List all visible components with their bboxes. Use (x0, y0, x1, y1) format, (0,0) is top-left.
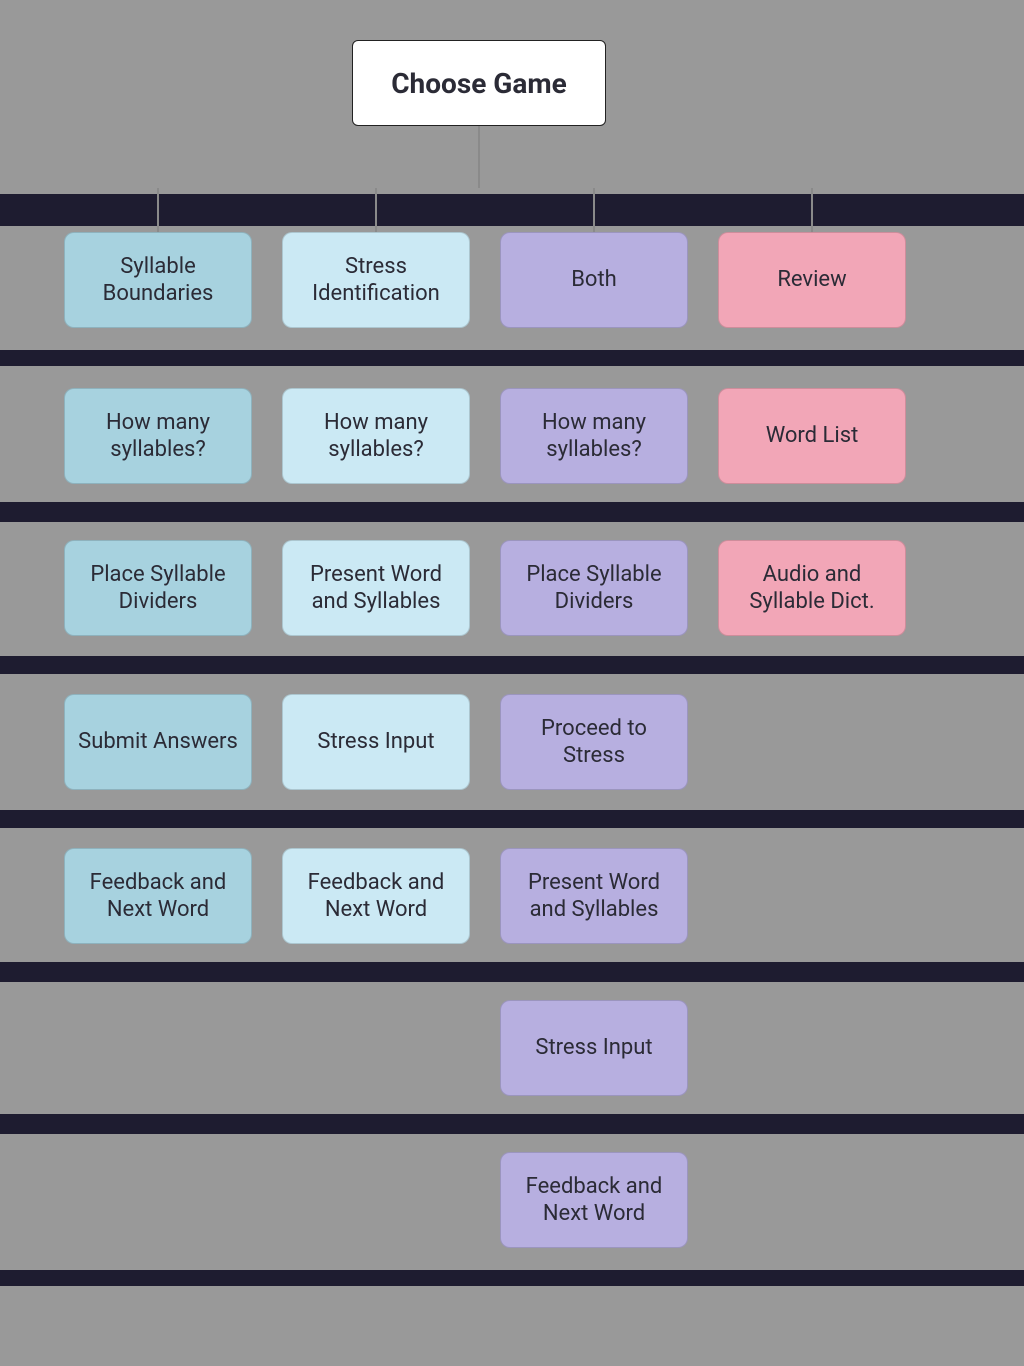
flow-node-col2-5: Stress Input (500, 1000, 688, 1096)
flow-node-label: How many syllables? (73, 409, 243, 464)
root-node: Choose Game (352, 40, 606, 126)
flow-node-label: Syllable Boundaries (73, 253, 243, 308)
flow-node-col0-3: Submit Answers (64, 694, 252, 790)
flow-node-label: Place Syllable Dividers (509, 561, 679, 616)
flow-node-label: Submit Answers (78, 728, 238, 756)
flow-node-col0-0: Syllable Boundaries (64, 232, 252, 328)
flow-node-label: Stress Input (535, 1034, 652, 1062)
root-label: Choose Game (391, 67, 567, 100)
flowchart-stage: Choose Game Syllable Boundaries How many s… (0, 0, 1024, 1366)
flow-node-label: Word List (766, 422, 859, 450)
flow-node-label: Present Word and Syllables (509, 869, 679, 924)
flow-node-col1-4: Feedback and Next Word (282, 848, 470, 944)
flow-node-col1-0: Stress Identification (282, 232, 470, 328)
flow-node-label: Place Syllable Dividers (73, 561, 243, 616)
flow-node-col1-2: Present Word and Syllables (282, 540, 470, 636)
flow-node-label: Proceed to Stress (509, 715, 679, 770)
flow-node-col2-4: Present Word and Syllables (500, 848, 688, 944)
flow-node-label: Stress Input (317, 728, 434, 756)
flow-node-col0-1: How many syllables? (64, 388, 252, 484)
flow-node-col1-1: How many syllables? (282, 388, 470, 484)
flow-node-col3-2: Audio and Syllable Dict. (718, 540, 906, 636)
flow-node-label: Audio and Syllable Dict. (727, 561, 897, 616)
flow-node-col2-6: Feedback and Next Word (500, 1152, 688, 1248)
flow-node-label: Review (777, 266, 846, 294)
flow-node-label: How many syllables? (509, 409, 679, 464)
flow-node-col2-2: Place Syllable Dividers (500, 540, 688, 636)
flow-node-col3-1: Word List (718, 388, 906, 484)
flow-node-label: Stress Identification (291, 253, 461, 308)
flow-node-col2-3: Proceed to Stress (500, 694, 688, 790)
flow-node-label: Both (571, 266, 617, 294)
flow-node-col1-3: Stress Input (282, 694, 470, 790)
flow-node-label: Feedback and Next Word (73, 869, 243, 924)
flow-node-col0-2: Place Syllable Dividers (64, 540, 252, 636)
flow-node-col2-0: Both (500, 232, 688, 328)
flow-node-col0-4: Feedback and Next Word (64, 848, 252, 944)
flow-node-label: Feedback and Next Word (509, 1173, 679, 1228)
flow-node-label: Feedback and Next Word (291, 869, 461, 924)
flow-node-label: How many syllables? (291, 409, 461, 464)
flow-node-col2-1: How many syllables? (500, 388, 688, 484)
flow-node-label: Present Word and Syllables (291, 561, 461, 616)
flow-node-col3-0: Review (718, 232, 906, 328)
